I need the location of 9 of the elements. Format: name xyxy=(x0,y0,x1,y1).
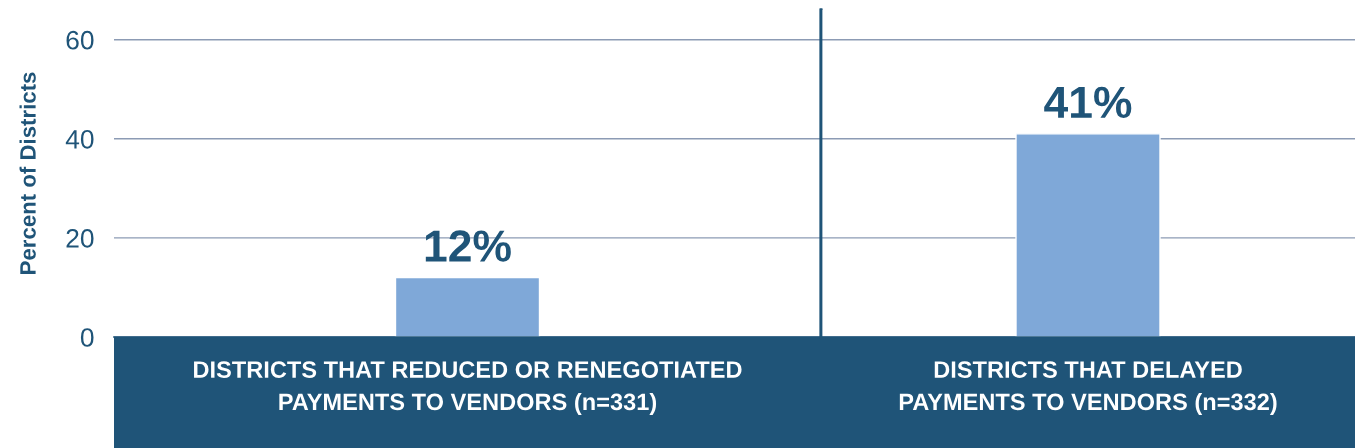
data-label: 12% xyxy=(425,230,511,262)
x-tick-label: DISTRICTS THAT REDUCED OR RENEGOTIATED PAYMENTS TO VENDORS (n=331) xyxy=(194,361,742,415)
y-tick-label: 0 xyxy=(80,328,94,347)
data-label: 41% xyxy=(1044,86,1132,119)
x-tick-label: DISTRICTS THAT DELAYED PAYMENTS TO VENDORS (n=332) xyxy=(899,361,1277,415)
y-tick-label: 40 xyxy=(65,129,94,149)
y-tick-label: 60 xyxy=(66,30,94,50)
y-axis-title: Percent of Districts xyxy=(19,72,36,274)
y-tick-label: 20 xyxy=(66,229,94,248)
